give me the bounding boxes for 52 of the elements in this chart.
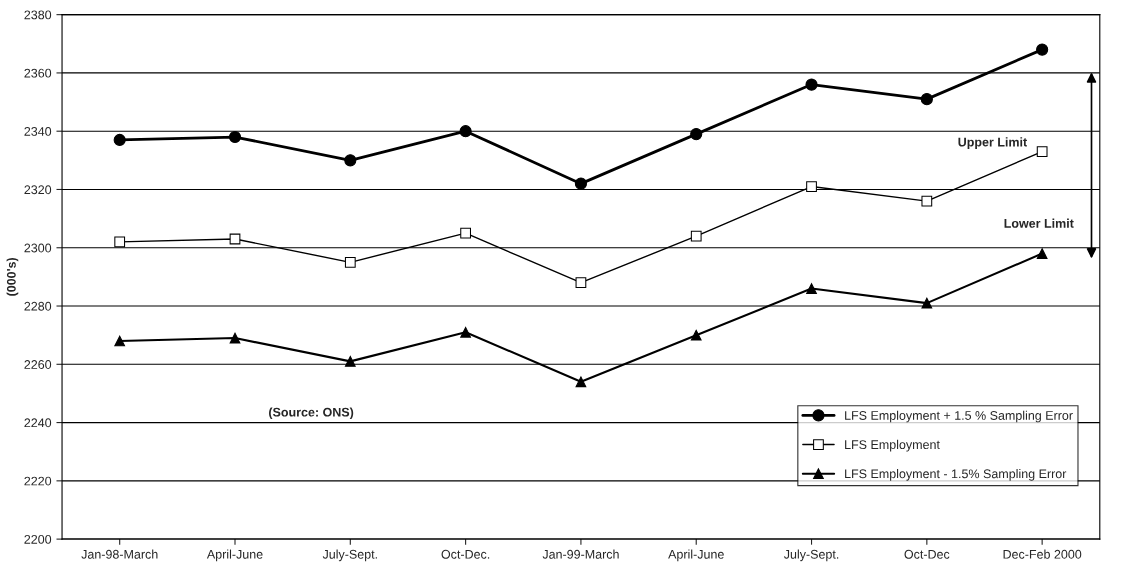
point bbox=[574, 177, 587, 190]
x-tick-label: April-June bbox=[668, 549, 724, 562]
legend-label: LFS Employment - 1.5% Sampling Error bbox=[845, 469, 1067, 481]
y-tick-label: 2220 bbox=[24, 476, 52, 486]
point bbox=[460, 227, 471, 239]
point bbox=[806, 181, 817, 192]
annotation: Upper Limit bbox=[958, 137, 1028, 149]
point bbox=[1036, 248, 1048, 259]
x-tick-label: April-June bbox=[206, 549, 263, 562]
legend-label: LFS Employment + 1.5 % Sampling Error bbox=[845, 410, 1073, 423]
point bbox=[114, 335, 126, 347]
point bbox=[459, 125, 472, 138]
x-tick-label: Oct-Dec bbox=[904, 549, 950, 559]
point bbox=[920, 93, 933, 106]
point bbox=[575, 376, 587, 388]
x-tick-label: Oct-Dec. bbox=[441, 549, 490, 559]
legend-label: LFS Employment bbox=[845, 439, 940, 452]
point bbox=[344, 154, 357, 167]
point bbox=[805, 78, 818, 91]
point bbox=[1036, 146, 1048, 157]
point bbox=[575, 277, 587, 289]
y-tick-label: 2320 bbox=[24, 185, 52, 195]
point bbox=[344, 256, 356, 268]
point bbox=[921, 195, 933, 207]
point bbox=[921, 297, 933, 309]
y-tick-label: 2280 bbox=[24, 301, 52, 311]
y-tick-label: 2380 bbox=[24, 10, 52, 20]
point bbox=[113, 133, 126, 147]
point bbox=[114, 236, 126, 248]
y-axis-title: (000's) bbox=[6, 257, 19, 296]
point bbox=[228, 130, 242, 144]
point bbox=[460, 326, 471, 338]
y-tick-label: 2340 bbox=[24, 127, 52, 136]
point bbox=[690, 230, 702, 242]
y-tick-label: 2260 bbox=[24, 360, 52, 369]
x-tick-label: July-Sept. bbox=[783, 549, 839, 562]
y-tick-label: 2300 bbox=[24, 243, 52, 253]
point bbox=[806, 283, 817, 294]
annotation: (Source: ONS) bbox=[269, 407, 354, 420]
point bbox=[690, 329, 702, 341]
annotation: Lower Limit bbox=[1004, 218, 1074, 228]
x-tick-label: Jan-98-March bbox=[81, 549, 158, 559]
x-tick-label: July-Sept. bbox=[322, 549, 377, 562]
y-tick-label: 2240 bbox=[24, 418, 52, 428]
point bbox=[690, 128, 703, 141]
x-tick-label: Jan-99-March bbox=[542, 549, 619, 559]
point bbox=[344, 356, 356, 367]
point bbox=[1036, 43, 1049, 56]
point bbox=[229, 332, 241, 344]
x-tick-label: Dec-Feb 2000 bbox=[1003, 549, 1082, 559]
y-tick-label: 2360 bbox=[24, 68, 52, 78]
y-tick-label: 2200 bbox=[24, 534, 52, 544]
